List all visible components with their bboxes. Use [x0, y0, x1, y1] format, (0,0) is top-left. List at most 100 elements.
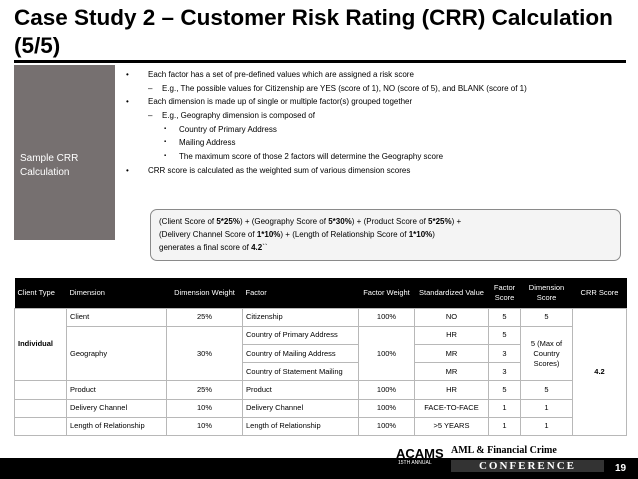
table-header-row: Client Type Dimension Dimension Weight F… [14, 278, 627, 308]
factor-score-cell: 5 [488, 380, 521, 400]
factor-weight-cell: 100% [358, 398, 415, 418]
formula-line-2: (Delivery Channel Score of 1*10%) + (Len… [159, 230, 435, 239]
aml-label: AML & Financial Crime [451, 445, 557, 456]
factor-score-cell: 1 [488, 398, 521, 418]
side-label: Sample CRR Calculation [20, 153, 79, 178]
bullet-text: E.g., The possible values for Citizenshi… [162, 83, 527, 93]
bullet-text: Each factor has a set of pre-defined val… [148, 70, 414, 79]
bullet-item: • Each dimension is made up of single or … [120, 95, 630, 109]
factor-weight-cell: 100% [358, 416, 415, 437]
bullet-item: ▪ The maximum score of those 2 factors wi… [120, 150, 630, 164]
table-row: Country of Mailing Address MR 3 [15, 343, 627, 364]
bullet-item: ▪ Mailing Address [120, 136, 630, 150]
factor-cell: Length of Relationship [242, 416, 359, 437]
header-standardized-value: Standardized Value [414, 278, 489, 308]
dimension-weight-cell: 25% [166, 307, 243, 327]
bullet-text: Country of Primary Address [179, 124, 277, 134]
title-divider [14, 60, 626, 63]
standardized-value-cell: FACE-TO-FACE [414, 398, 489, 418]
dimension-weight-cell: 10% [166, 416, 243, 437]
factor-cell: Citizenship [242, 307, 359, 327]
formula-line-1: (Client Score of 5*25%) + (Geography Sco… [159, 217, 462, 226]
bullet-marker: ▪ [164, 153, 167, 160]
dimension-cell: Length of Relationship [66, 416, 167, 437]
table-row: Product 25% Product 100% HR 5 5 [14, 380, 627, 400]
bullet-item: ▪ Country of Primary Address [120, 123, 630, 137]
conference-banner: CONFERENCE [450, 459, 605, 473]
bullet-item: – E.g., Geography dimension is composed o… [120, 109, 630, 123]
bullet-item: • Each factor has a set of pre-defined va… [120, 68, 630, 82]
table-row: Length of Relationship 10% Length of Rel… [14, 416, 627, 437]
page-number: 19 [615, 463, 627, 474]
bullet-marker: • [126, 165, 129, 175]
crr-table: Client Type Dimension Dimension Weight F… [14, 278, 627, 437]
client-type-empty-cell [14, 398, 67, 418]
header-factor: Factor [242, 278, 359, 308]
client-type-empty-cell [14, 380, 67, 400]
standardized-value-cell: >5 YEARS [414, 416, 489, 437]
factor-cell: Country of Mailing Address [242, 343, 359, 364]
factor-weight-cell: 100% [358, 380, 415, 400]
factor-cell: Product [242, 380, 359, 400]
header-dimension-score: Dimension Score [520, 278, 573, 308]
dimension-weight-cell: 25% [166, 380, 243, 400]
standardized-value-cell: NO [414, 307, 489, 327]
dimension-score-cell: 1 [520, 416, 573, 437]
bullet-text: E.g., Geography dimension is composed of [162, 111, 315, 121]
bullet-text: The maximum score of those 2 factors wil… [179, 152, 444, 162]
conference-logo: AML & Financial Crime CONFERENCE [396, 443, 611, 475]
acams-logo: ACAMS [396, 446, 444, 461]
dimension-cell: Delivery Channel [66, 398, 167, 418]
bullet-item: – E.g., The possible values for Citizensh… [120, 82, 630, 96]
dimension-score-cell: 1 [520, 398, 573, 418]
standardized-value-cell: HR [414, 380, 489, 400]
header-factor-weight: Factor Weight [358, 278, 415, 308]
factor-score-cell: 3 [488, 343, 521, 364]
bullet-marker: • [126, 97, 129, 107]
side-panel [14, 65, 115, 240]
standardized-value-cell: HR [414, 325, 489, 345]
bullet-item: • CRR score is calculated as the weighted… [120, 164, 630, 178]
bullet-text: Each dimension is made up of single or m… [148, 97, 413, 107]
factor-score-cell: 5 [488, 325, 521, 345]
bullet-marker: • [126, 70, 129, 79]
formula-box: (Client Score of 5*25%) + (Geography Sco… [150, 209, 621, 261]
standardized-value-cell: MR [414, 362, 489, 382]
client-type-cell: Individual [14, 307, 67, 382]
bullet-marker: ▪ [164, 139, 167, 146]
dimension-cell: Client [66, 307, 167, 327]
table-row: Geography 30% Country of Primary Address… [15, 325, 627, 382]
dimension-weight-cell: 10% [166, 398, 243, 418]
header-factor-score: Factor Score [488, 278, 521, 308]
dimension-cell: Product [66, 380, 167, 400]
bullet-marker: – [148, 83, 153, 93]
factor-cell: Delivery Channel [242, 398, 359, 418]
header-dimension-weight: Dimension Weight [166, 278, 243, 308]
header-client-type: Client Type [14, 278, 67, 308]
dimension-score-cell: 5 [520, 380, 573, 400]
factor-score-cell: 5 [488, 307, 521, 327]
standardized-value-cell: MR [414, 343, 489, 364]
annual-label: 15TH ANNUAL [398, 460, 432, 466]
factor-weight-cell: 100% [358, 307, 415, 327]
factor-score-cell: 3 [488, 362, 521, 382]
conference-label: CONFERENCE [478, 460, 576, 472]
table-row: Individual Client 25% Citizenship 100% N… [14, 307, 627, 436]
dimension-weight-cell: 30% [166, 325, 243, 382]
header-dimension: Dimension [66, 278, 167, 308]
header-crr-score: CRR Score [572, 278, 627, 308]
client-type-empty-cell [14, 416, 67, 437]
bullet-text: CRR score is calculated as the weighted … [148, 165, 411, 175]
bullet-marker: ▪ [164, 125, 167, 132]
bullet-text: Mailing Address [179, 138, 236, 148]
bullet-list: • Each factor has a set of pre-defined va… [120, 68, 630, 178]
factor-cell: Country of Primary Address [242, 325, 359, 345]
factor-weight-cell: 100% [358, 325, 415, 382]
page-title: Case Study 2 – Customer Risk Rating (CRR… [14, 5, 613, 58]
bullet-marker: – [148, 111, 153, 121]
factor-cell: Country of Statement Mailing [242, 362, 359, 382]
crr-score-cell: 4.2 [572, 307, 627, 436]
dimension-score-cell: 5 [520, 307, 573, 327]
dimension-score-cell: 5 (Max of Country Scores) [520, 325, 573, 382]
dimension-cell: Geography [66, 325, 167, 382]
